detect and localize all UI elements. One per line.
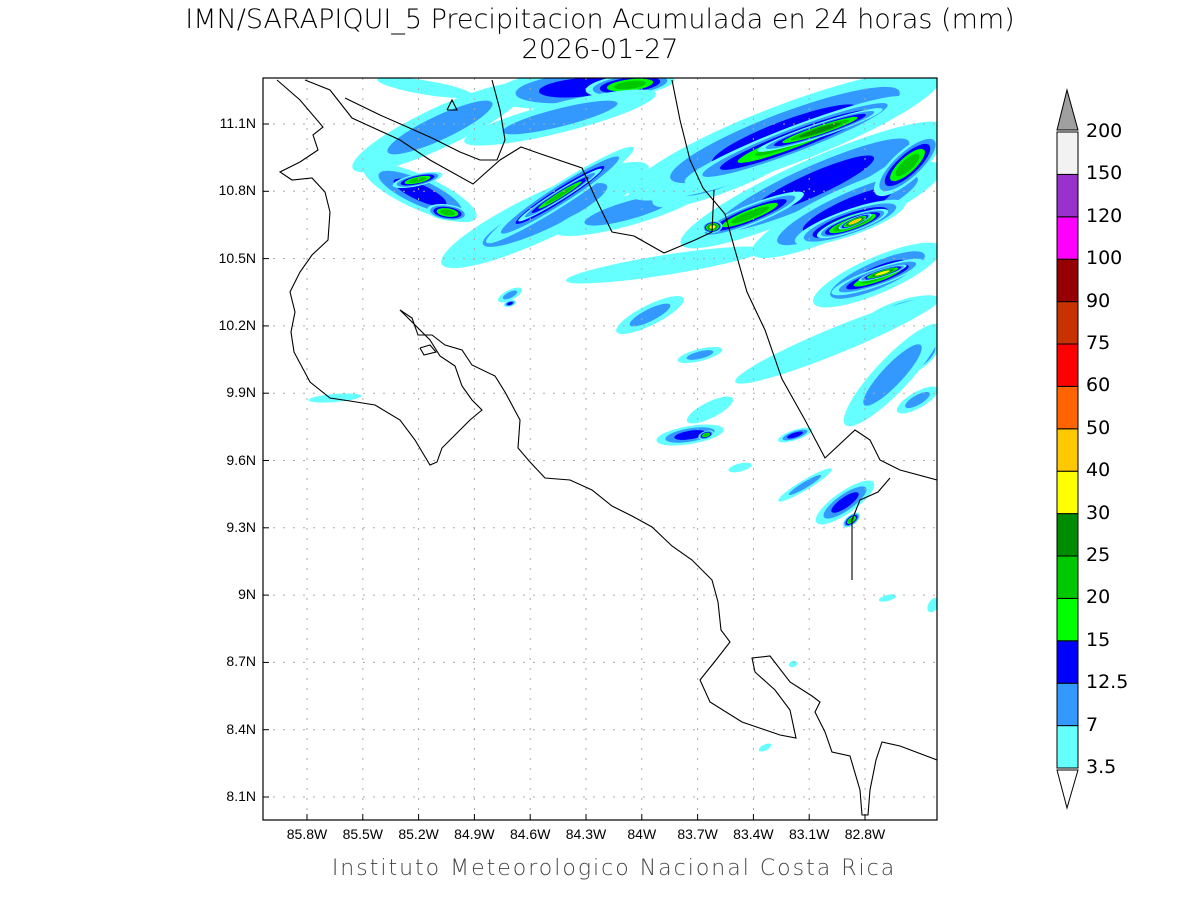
lat-tick-label: 11.1N: [219, 115, 256, 131]
map-date: 2026-01-27: [521, 34, 679, 65]
lon-tick-label: 83.1W: [788, 826, 830, 842]
precip-contour-level-12.5: [831, 492, 859, 513]
coastline: [851, 477, 891, 580]
colorbar: [1056, 88, 1079, 810]
precip-contour-level-7: [629, 303, 671, 327]
precip-contour-level-30: [874, 270, 891, 276]
precip-contour-level-3.5: [728, 462, 752, 473]
precip-contour-level-12.5: [507, 301, 513, 306]
precip-contour-level-3.5: [878, 594, 897, 602]
precip-contour-level-20: [544, 185, 576, 205]
lat-tick-label: 9.6N: [226, 451, 256, 468]
lat-tick-label: 9.3N: [226, 518, 256, 535]
precip-contour-level-7: [502, 290, 518, 300]
precip-contour-level-7: [387, 100, 493, 155]
lat-tick-label: 8.4N: [226, 720, 256, 737]
precip-contour-level-7: [905, 391, 930, 409]
colorbar-label: 50: [1086, 416, 1111, 439]
precip-contour-level-25: [799, 122, 841, 138]
colorbar-label: 90: [1086, 289, 1111, 312]
lon-tick-label: 84.3W: [565, 826, 607, 842]
colorbar-swatch: [1056, 131, 1079, 175]
colorbar-label: 12.5: [1086, 671, 1129, 694]
lon-tick-label: 84W: [627, 826, 657, 842]
lon-tick-label: 84.9W: [454, 826, 495, 842]
precip-contour-level-7: [788, 475, 822, 495]
lat-tick-label: 10.2N: [218, 316, 256, 333]
lon-tick-label: 83.7W: [677, 826, 718, 842]
coastline: [446, 98, 458, 111]
coastline: [276, 79, 483, 466]
precip-contour-level-40: [850, 219, 860, 224]
coastline: [671, 79, 937, 481]
precip-contour-level-12.5: [787, 431, 803, 439]
precip-contour-level-20: [408, 177, 427, 183]
lat-tick-label: 9N: [238, 586, 256, 603]
grid-lines: [263, 78, 937, 820]
precip-contour-level-7: [863, 344, 922, 406]
precip-contour-level-3.5: [686, 396, 734, 424]
precip-contour-level-3.5: [377, 78, 473, 99]
coastline: [399, 309, 937, 816]
precipitation-field: [308, 78, 937, 752]
precip-contour-level-20: [614, 80, 646, 90]
precip-contour-level-12.5: [674, 430, 706, 440]
lat-tick-label: 10.8N: [218, 182, 256, 199]
colorbar-label: 200: [1086, 120, 1123, 142]
colorbar-label: 15: [1086, 628, 1111, 651]
precip-contour-level-3.5: [566, 246, 764, 284]
lat-tick-label: 8.1N: [226, 788, 256, 804]
lon-tick-label: 85.8W: [286, 826, 328, 842]
coastline: [344, 79, 506, 161]
map-frame: [262, 77, 938, 821]
lat-tick-label: 8.7N: [226, 653, 256, 670]
precip-contour-level-7: [502, 100, 618, 135]
precip-contour-level-20: [703, 433, 709, 437]
precip-contour-level-7: [686, 350, 714, 360]
lon-tick-label: 83.4W: [733, 826, 774, 842]
precip-contour-level-3.5: [788, 660, 798, 668]
colorbar-over-triangle: [1056, 88, 1079, 131]
precip-contour-level-3.5: [735, 296, 937, 384]
colorbar-label: 120: [1086, 204, 1123, 227]
precip-contour-level-20: [895, 153, 920, 177]
map-title: IMN/SARAPIQUI_5 Precipitacion Acumulada …: [185, 4, 1015, 35]
precip-contour-level-20: [440, 209, 455, 216]
coastline: [304, 79, 715, 254]
colorbar-label: 40: [1086, 459, 1111, 482]
colorbar-label: 7: [1086, 713, 1099, 736]
lat-tick-label: 9.9N: [226, 384, 256, 401]
lon-tick-label: 85.5W: [342, 826, 384, 842]
colorbar-label: 3.5: [1086, 756, 1117, 778]
precip-contour-level-3.5: [758, 743, 772, 752]
colorbar-label: 25: [1086, 544, 1111, 566]
colorbar-label: 20: [1086, 586, 1111, 609]
colorbar-label: 150: [1086, 162, 1123, 185]
colorbar-label: 60: [1086, 374, 1111, 397]
lon-tick-label: 85.2W: [398, 826, 439, 842]
colorbar-label: 30: [1086, 501, 1111, 524]
lon-tick-label: 82.8W: [844, 826, 886, 842]
colorbar-under-triangle: [1056, 769, 1079, 810]
lat-tick-label: 10.5N: [218, 249, 256, 266]
credit-text: Instituto Meteorologico Nacional Costa R…: [331, 856, 897, 881]
colorbar-label: 100: [1086, 247, 1123, 270]
lon-tick-label: 84.6W: [509, 826, 551, 842]
coastline: [419, 344, 437, 356]
colorbar-label: 75: [1086, 332, 1111, 354]
precip-contour-level-20: [730, 206, 770, 224]
coastlines: [276, 79, 937, 816]
